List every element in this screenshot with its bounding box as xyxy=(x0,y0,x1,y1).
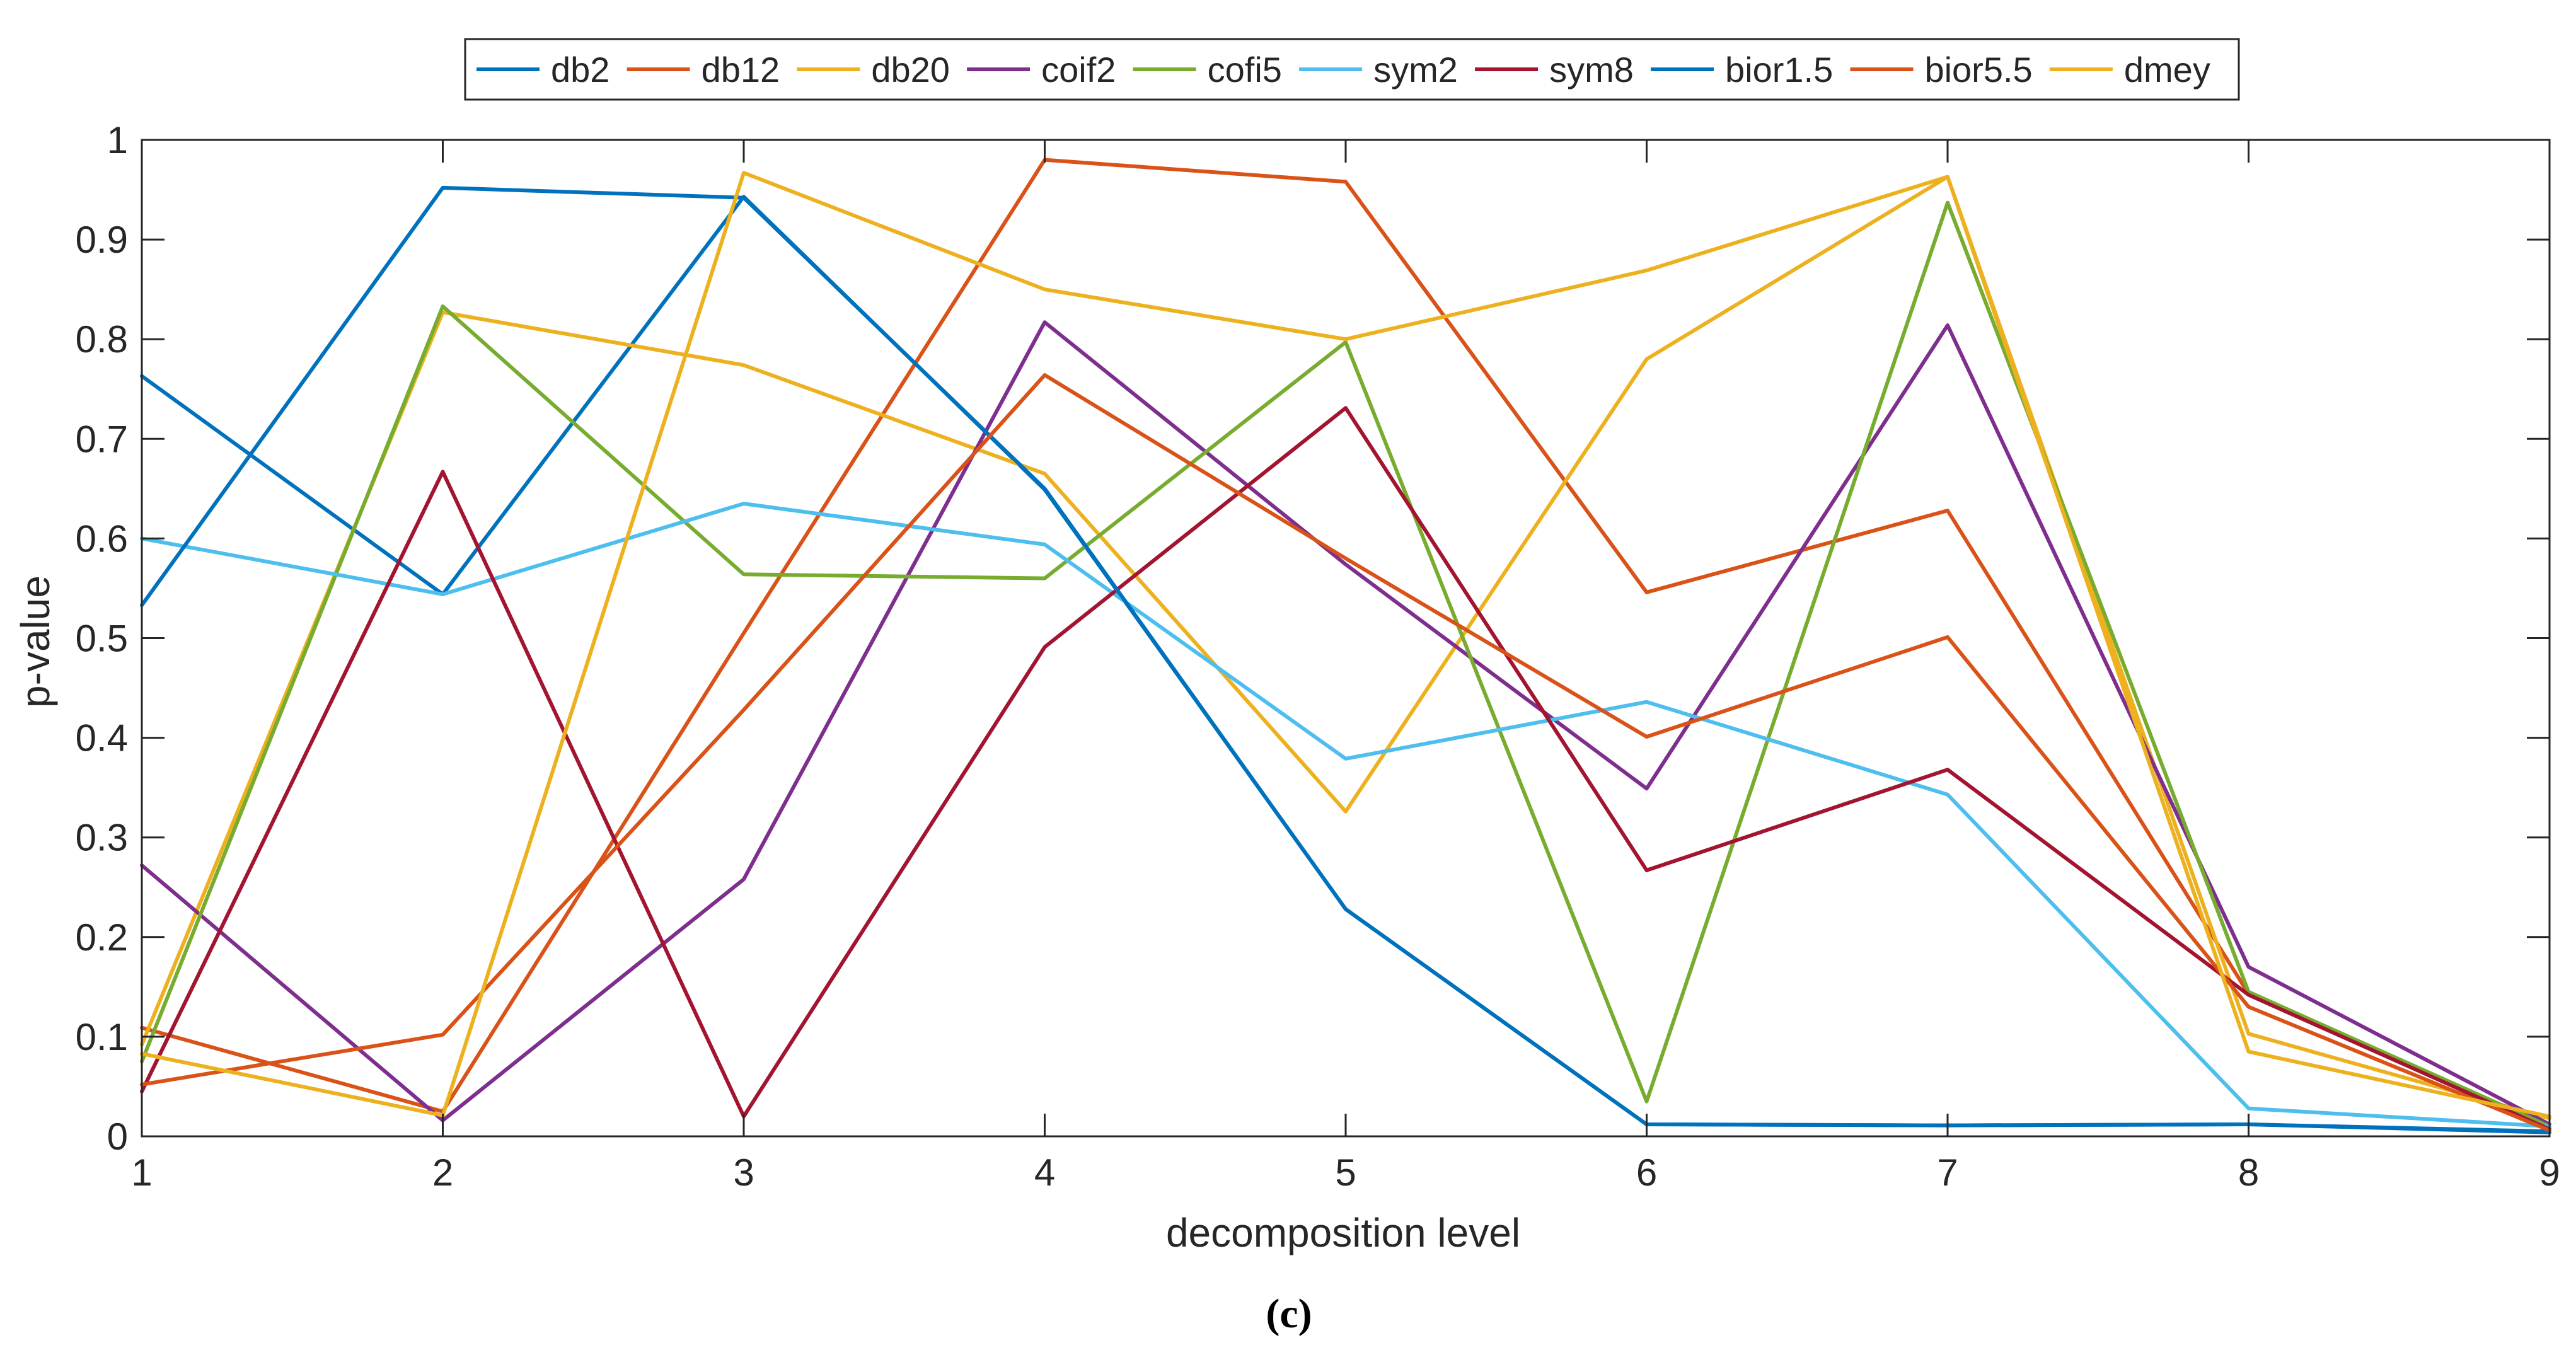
legend-label-db20: db20 xyxy=(871,50,950,89)
y-tick-label: 0 xyxy=(107,1116,128,1158)
y-tick-label: 0.7 xyxy=(76,418,128,460)
plot-area xyxy=(142,140,2550,1136)
y-tick-label: 0.8 xyxy=(76,318,128,361)
series-line-coif2 xyxy=(140,320,2551,1126)
y-tick-label: 0.3 xyxy=(76,817,128,859)
y-axis-label: p-value xyxy=(13,575,58,708)
x-tick-label: 4 xyxy=(1034,1151,1055,1194)
x-tick-label: 9 xyxy=(2539,1151,2560,1194)
axes: 1 2 3 4 5 6 7 8 9 0 0.1 0.2 0.3 0.4 0.5 0.6 0.7 0.8 0.9 1 xyxy=(76,119,2560,1194)
y-tick-label: 1 xyxy=(107,119,128,161)
x-tick-label: 2 xyxy=(432,1151,453,1194)
y-tick-label: 0.5 xyxy=(76,618,128,660)
plot-background xyxy=(142,140,2550,1136)
x-tick-label: 7 xyxy=(1937,1151,1958,1194)
legend-label-db2: db2 xyxy=(551,50,609,89)
series-line-sym2 xyxy=(140,502,2551,1129)
y-tick-label: 0.9 xyxy=(76,219,128,261)
y-tick-label: 0.6 xyxy=(76,517,128,560)
x-tick-label: 8 xyxy=(2238,1151,2259,1194)
y-tick-label: 0.4 xyxy=(76,717,128,759)
legend-label-sym8: sym8 xyxy=(1549,50,1634,89)
y-tick-label: 0.2 xyxy=(76,916,128,959)
legend-label-bior1.5: bior1.5 xyxy=(1725,50,1833,89)
x-tick-label: 1 xyxy=(131,1151,152,1194)
legend-label-dmey: dmey xyxy=(2124,50,2210,89)
x-tick-label: 5 xyxy=(1335,1151,1356,1194)
legend-label-coif2: coif2 xyxy=(1041,50,1116,89)
series-line-sym8 xyxy=(140,406,2551,1131)
series-line-db12 xyxy=(140,158,2551,1131)
legend-label-db12: db12 xyxy=(702,50,780,89)
series-line-bior1.5 xyxy=(140,185,2551,1134)
x-tick-label: 3 xyxy=(733,1151,754,1194)
series-line-bior5.5 xyxy=(140,373,2551,1133)
legend-label-bior5.5: bior5.5 xyxy=(1924,50,2032,89)
legend: db2 db12 db20 coif2 cofi5 sym2 sym8 bior1.5 bior… xyxy=(464,38,2240,101)
series-lines xyxy=(140,158,2551,1134)
x-axis-label: decomposition level xyxy=(1166,1210,1520,1255)
panel-label: (c) xyxy=(1266,1291,1312,1337)
series-line-cofi5 xyxy=(140,200,2551,1129)
series-line-dmey xyxy=(140,171,2551,1119)
y-tick-label: 0.1 xyxy=(76,1016,128,1058)
legend-label-sym2: sym2 xyxy=(1373,50,1458,89)
x-tick-label: 6 xyxy=(1636,1151,1657,1194)
legend-label-cofi5: cofi5 xyxy=(1208,50,1282,89)
series-line-db20 xyxy=(140,175,2551,1121)
